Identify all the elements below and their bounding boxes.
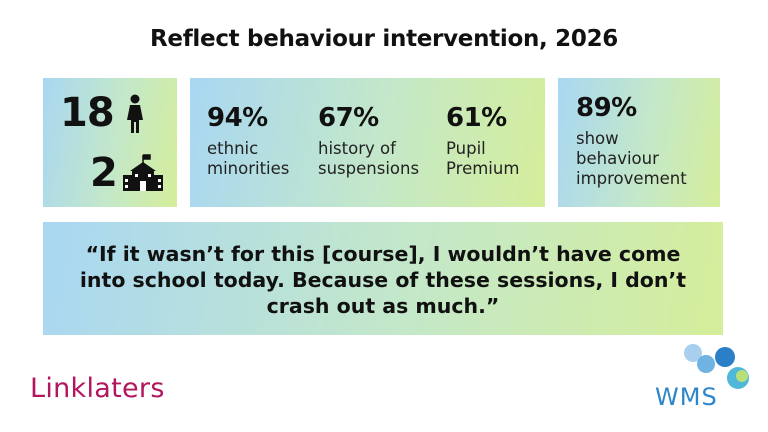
quote: “If it wasn’t for this [course], I would… bbox=[79, 242, 687, 318]
stat-label: ethnic minorities bbox=[207, 139, 290, 178]
highlight-panel bbox=[558, 78, 720, 207]
quote-panel bbox=[43, 222, 723, 335]
wms-logo: WMS bbox=[655, 383, 718, 411]
stat-value: 61% bbox=[446, 103, 507, 133]
stat-value: 67% bbox=[318, 103, 379, 133]
linklaters-logo: Linklaters bbox=[30, 373, 165, 404]
stat-value: 94% bbox=[207, 103, 268, 133]
student-icon bbox=[127, 94, 143, 133]
stats-panel bbox=[190, 78, 545, 207]
highlight-label: show behaviour improvement bbox=[576, 129, 687, 188]
stat-label: history of suspensions bbox=[318, 139, 420, 178]
highlight-value: 89% bbox=[576, 93, 637, 123]
school-icon bbox=[123, 154, 163, 191]
schools-count: 2 bbox=[90, 150, 118, 196]
students-count: 18 bbox=[60, 90, 115, 136]
wms-logo-dots bbox=[684, 344, 749, 389]
title: Reflect behaviour intervention, 2026 bbox=[150, 26, 618, 52]
stat-label: Pupil Premium bbox=[446, 139, 520, 178]
